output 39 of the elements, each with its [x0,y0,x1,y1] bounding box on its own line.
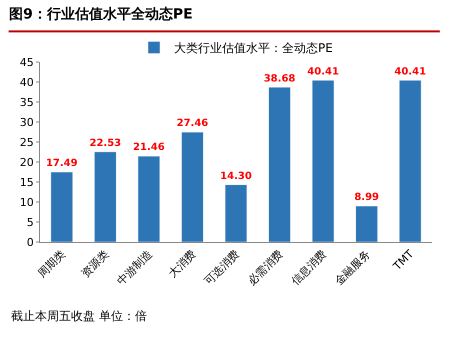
y-tick-label: 10 [20,196,34,209]
text: 17.49 [46,158,78,170]
x-tick-label: 大消费 [166,248,198,280]
text: 40.41 [307,66,339,78]
y-tick-label: 40 [20,76,34,89]
y-tick-label: 35 [20,96,34,109]
bar [50,172,73,242]
bar [399,80,422,242]
x-tick-label: 信息消费 [288,248,330,288]
x-tick-label: 周期类 [35,248,68,280]
text: 8.99 [354,192,379,204]
bar [312,80,334,242]
legend-label: 大类行业估值水平：全动态PE [174,41,333,56]
text: 40.41 [394,66,426,78]
bar [94,152,116,242]
x-tick-label: 金融服务 [332,248,373,288]
text: 21.46 [133,142,165,154]
bar [138,156,160,242]
bar [181,132,204,242]
x-tick-label: 资源类 [78,248,112,280]
text: 22.53 [89,138,122,149]
bar [356,206,378,242]
y-tick-label: 20 [20,156,34,169]
text: 38.68 [264,73,296,84]
y-tick-label: 15 [20,176,34,189]
y-tick-label: 30 [20,116,34,129]
x-tick-label: 必需消费 [245,248,286,288]
text: 14.30 [220,170,252,182]
y-tick-label: 0 [26,236,34,249]
bar [224,184,248,242]
x-tick-label: 中游制造 [114,248,155,288]
text: 27.46 [176,118,208,130]
chart-title: 图9：行业估值水平全动态PE [9,6,193,22]
y-tick-label: 25 [20,136,34,149]
y-tick-label: 5 [26,216,34,229]
y-tick-label: 45 [20,56,34,69]
bar [268,87,291,242]
x-tick-label: 可选消费 [202,248,242,288]
text: 截止本周五收盘 单位：倍 [11,309,147,323]
